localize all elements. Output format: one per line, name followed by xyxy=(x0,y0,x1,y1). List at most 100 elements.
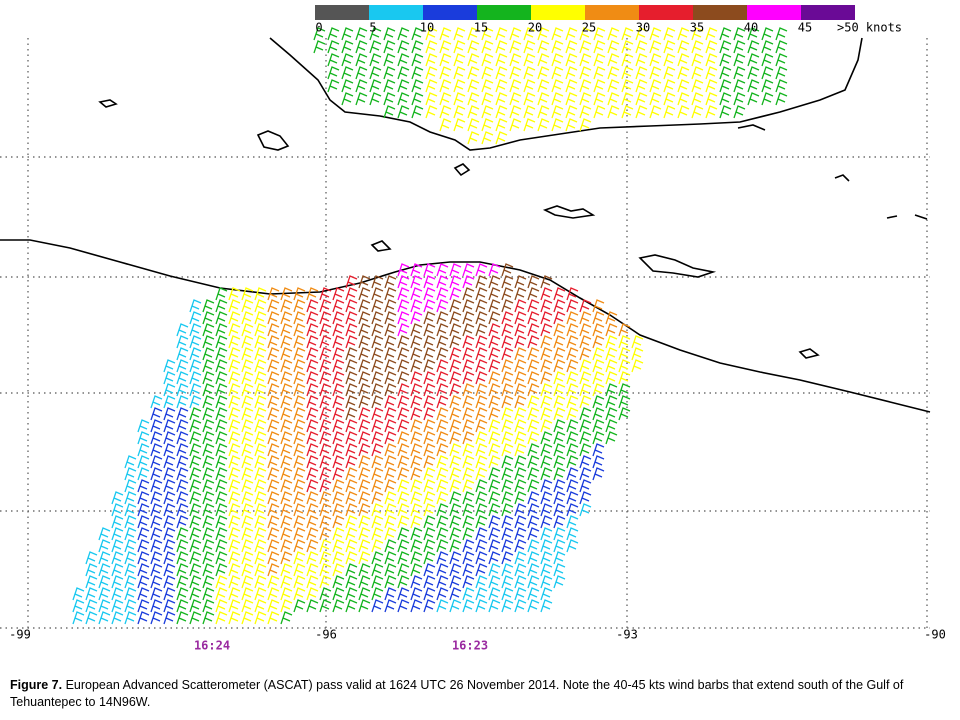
wind-barb xyxy=(358,539,371,553)
wind-barb xyxy=(355,27,368,41)
wind-barb xyxy=(607,79,620,93)
wind-barb xyxy=(537,53,550,67)
wind-barb xyxy=(553,515,566,529)
wind-barb xyxy=(540,551,553,565)
wind-barb xyxy=(733,40,746,54)
wind-barb xyxy=(631,335,644,349)
wind-barb xyxy=(228,503,241,517)
wind-barb xyxy=(163,491,176,505)
wind-barb xyxy=(593,53,606,67)
wind-barb xyxy=(332,287,345,301)
wind-barb xyxy=(176,455,189,469)
wind-barb xyxy=(150,551,163,565)
wind-barb xyxy=(410,575,423,589)
wind-barb xyxy=(579,92,592,106)
wind-barb xyxy=(423,515,436,529)
wind-barb xyxy=(293,431,306,445)
wind-barb xyxy=(345,503,358,517)
wind-barb xyxy=(663,105,676,119)
wind-barb xyxy=(306,287,319,301)
wind-barb xyxy=(592,419,605,433)
wind-barb xyxy=(293,527,306,541)
wind-barb xyxy=(384,479,397,493)
wind-barb xyxy=(137,455,150,469)
wind-barb xyxy=(423,563,436,577)
wind-barb xyxy=(540,503,553,517)
wind-barb xyxy=(621,92,634,106)
wind-barb xyxy=(332,419,345,433)
wind-barb xyxy=(566,311,579,325)
wind-barb xyxy=(423,275,436,289)
wind-barb xyxy=(551,105,564,119)
wind-barb xyxy=(397,575,410,589)
wind-barb xyxy=(319,443,332,457)
wind-barb xyxy=(527,347,540,361)
wind-barb xyxy=(137,431,150,445)
wind-barb xyxy=(475,491,488,505)
wind-barb xyxy=(254,539,267,553)
wind-barb xyxy=(371,539,384,553)
wind-barb xyxy=(384,575,397,589)
wind-barb xyxy=(371,443,384,457)
wind-barb xyxy=(527,479,540,493)
wind-barb xyxy=(514,467,527,481)
wind-barb xyxy=(397,431,410,445)
wind-barb xyxy=(384,407,397,421)
wind-barb xyxy=(605,383,618,397)
wind-barb xyxy=(85,611,98,625)
wind-barb xyxy=(566,359,579,373)
wind-barb xyxy=(488,527,501,541)
wind-barb xyxy=(202,575,215,589)
wind-barb xyxy=(293,551,306,565)
wind-barb xyxy=(163,515,176,529)
wind-barb xyxy=(436,287,449,301)
wind-barb xyxy=(332,371,345,385)
wind-barb xyxy=(293,575,306,589)
wind-barb xyxy=(355,92,368,106)
wind-barb xyxy=(306,311,319,325)
wind-barb xyxy=(111,551,124,565)
wind-barb xyxy=(254,467,267,481)
wind-barb xyxy=(332,515,345,529)
wind-barb xyxy=(423,539,436,553)
wind-barb xyxy=(488,287,501,301)
wind-barb xyxy=(453,27,466,41)
wind-barb xyxy=(306,455,319,469)
wind-barb xyxy=(358,503,371,517)
wind-barb xyxy=(280,563,293,577)
wind-barb xyxy=(501,323,514,337)
wind-barb xyxy=(475,383,488,397)
wind-barb xyxy=(475,563,488,577)
wind-barb xyxy=(501,575,514,589)
wind-barb xyxy=(509,53,522,67)
wind-barb xyxy=(593,79,606,93)
wind-barb xyxy=(467,27,480,41)
wind-barb xyxy=(488,407,501,421)
wind-barb xyxy=(540,299,553,313)
color-bar-label: 25 xyxy=(582,21,596,35)
wind-barb xyxy=(202,587,215,601)
wind-barb xyxy=(410,407,423,421)
wind-barb xyxy=(369,79,382,93)
wind-barb xyxy=(176,491,189,505)
wind-barb xyxy=(228,587,241,601)
wind-barb xyxy=(410,311,423,325)
wind-barb xyxy=(267,395,280,409)
wind-barb xyxy=(449,275,462,289)
wind-barb xyxy=(410,383,423,397)
wind-barb xyxy=(553,383,566,397)
wind-barb xyxy=(501,467,514,481)
wind-barb xyxy=(150,443,163,457)
wind-barb xyxy=(423,491,436,505)
wind-barb xyxy=(176,527,189,541)
wind-barb xyxy=(423,287,436,301)
wind-barb xyxy=(369,27,382,41)
wind-barb xyxy=(319,467,332,481)
wind-barb xyxy=(254,431,267,445)
wind-barb xyxy=(527,491,540,505)
wind-barb xyxy=(111,491,124,505)
wind-barb xyxy=(371,467,384,481)
wind-barb xyxy=(410,371,423,385)
wind-barb xyxy=(436,467,449,481)
wind-barb xyxy=(705,66,718,80)
